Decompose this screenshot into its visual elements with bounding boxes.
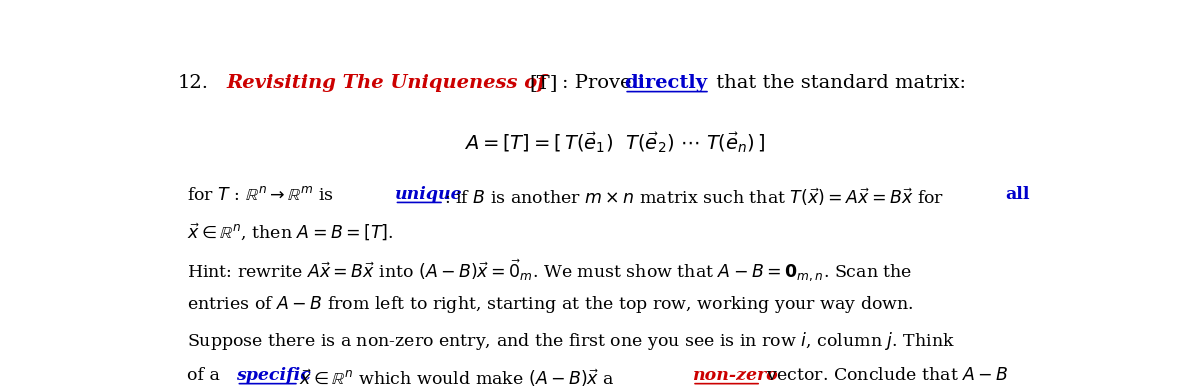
Text: that the standard matrix:: that the standard matrix: (710, 74, 966, 92)
Text: vector. Conclude that $A - B$: vector. Conclude that $A - B$ (761, 367, 1009, 384)
Text: directly: directly (624, 74, 708, 92)
Text: $A = [T] = [\,T(\vec{e}_1)\ \ T(\vec{e}_2)\ \cdots\ T(\vec{e}_n)\,]$: $A = [T] = [\,T(\vec{e}_1)\ \ T(\vec{e}_… (464, 131, 766, 155)
Text: 12.: 12. (178, 74, 209, 92)
Text: Revisiting The Uniqueness of: Revisiting The Uniqueness of (227, 74, 553, 92)
Text: for $T$ : $\mathbb{R}^n \rightarrow \mathbb{R}^m$ is: for $T$ : $\mathbb{R}^n \rightarrow \mat… (187, 186, 335, 204)
Text: all: all (1006, 186, 1030, 203)
Text: [T]: [T] (529, 74, 558, 92)
Text: unique: unique (395, 186, 462, 203)
Text: $\vec{x} \in \mathbb{R}^n$ which would make $(A - B)\vec{x}$ a: $\vec{x} \in \mathbb{R}^n$ which would m… (299, 367, 614, 389)
Text: : Prove: : Prove (562, 74, 637, 92)
Text: specific: specific (236, 367, 311, 384)
Text: of a: of a (187, 367, 226, 384)
Text: $\vec{x} \in \mathbb{R}^n$, then $A = B = [T]$.: $\vec{x} \in \mathbb{R}^n$, then $A = B … (187, 222, 394, 243)
Text: Suppose there is a non-zero entry, and the first one you see is in row $i$, colu: Suppose there is a non-zero entry, and t… (187, 330, 955, 352)
Text: non-zero: non-zero (692, 367, 778, 384)
Text: : if $B$ is another $m \times n$ matrix such that $T(\vec{x}) = A\vec{x} = B\vec: : if $B$ is another $m \times n$ matrix … (444, 186, 944, 208)
Text: Hint: rewrite $A\vec{x} = B\vec{x}$ into $(A - B)\vec{x} = \vec{0}_m$. We must s: Hint: rewrite $A\vec{x} = B\vec{x}$ into… (187, 258, 912, 284)
Text: entries of $A - B$ from left to right, starting at the top row, working your way: entries of $A - B$ from left to right, s… (187, 294, 914, 315)
